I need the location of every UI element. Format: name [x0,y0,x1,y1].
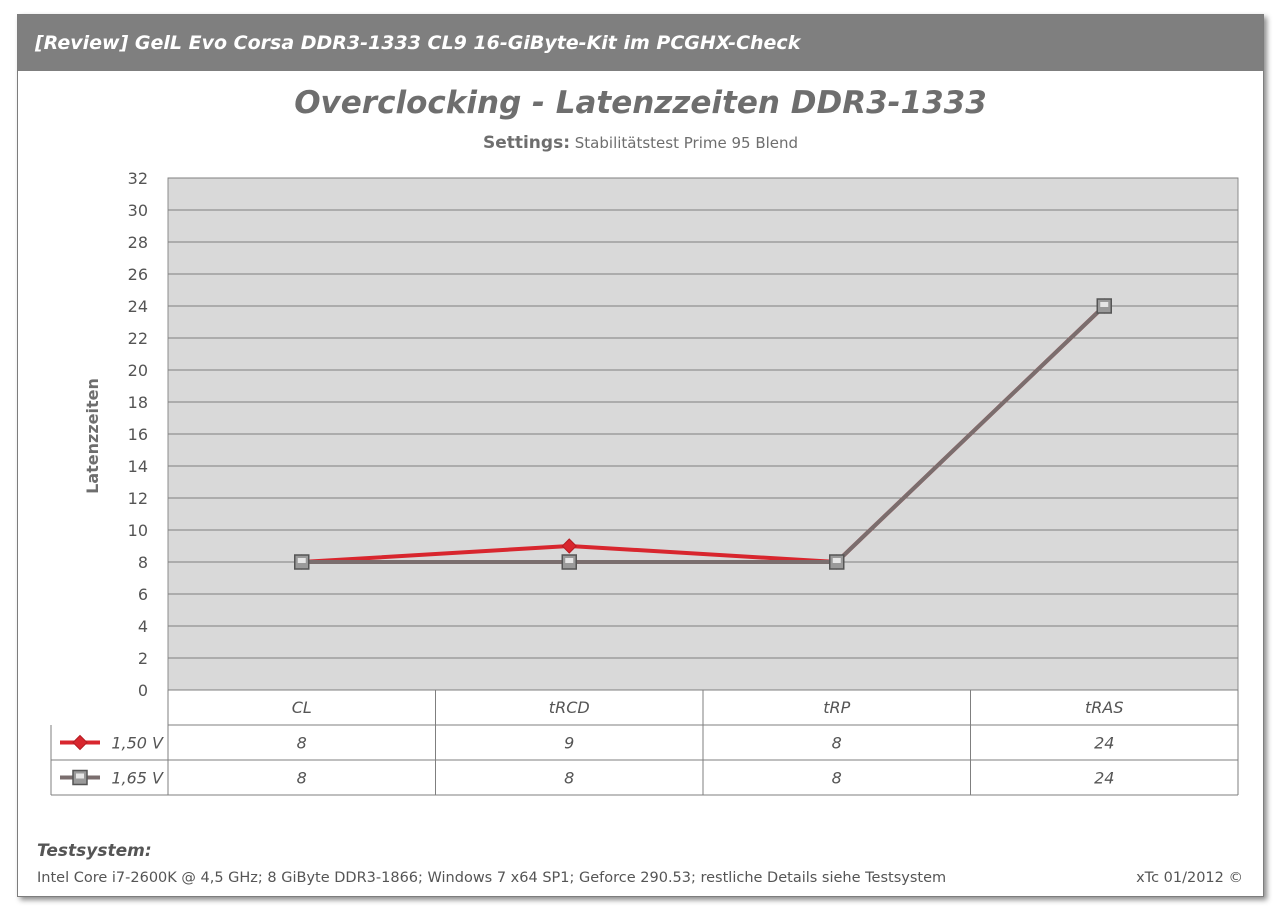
settings-label: Settings: [482,133,570,153]
legend-key-marker [72,734,88,751]
data-point-highlight [297,558,306,563]
legend-entry: 1,65 V [111,769,164,788]
y-tick-label: 32 [128,169,148,188]
table-value: 8 [832,769,842,788]
category-label: tRP [823,698,850,717]
legend-entry: 1,50 V [111,734,164,753]
chart-title: Overclocking - Latenzzeiten DDR3-1333 [294,85,987,121]
testsystem-heading: Testsystem: [37,841,152,861]
table-value: 24 [1094,769,1114,788]
chart-subtitle: Settings: Stabilitätstest Prime 95 Blend [18,133,1263,153]
y-tick-label: 24 [128,297,148,316]
line-chart: 02468101214161820222426283032Latenzzeite… [50,169,1239,796]
category-label: tRCD [549,698,590,717]
y-tick-label: 16 [128,425,148,444]
settings-text: Stabilitätstest Prime 95 Blend [574,134,799,152]
category-label: tRAS [1085,698,1124,717]
table-value: 8 [564,769,574,788]
chart-frame: [Review] GelL Evo Corsa DDR3-1333 CL9 16… [17,14,1264,897]
table-value: 24 [1094,734,1114,753]
category-label: CL [292,698,312,717]
data-point [561,538,577,554]
legend-key-marker-highlight [76,773,84,779]
y-tick-label: 2 [138,649,148,668]
table-value: 8 [297,734,307,753]
data-point-highlight [565,558,574,563]
y-tick-label: 12 [128,489,148,508]
y-tick-label: 4 [138,617,148,636]
data-point-highlight [1100,302,1109,307]
y-tick-label: 14 [128,457,148,476]
table-value: 8 [832,734,842,753]
y-tick-label: 10 [128,521,148,540]
y-tick-label: 8 [138,553,148,572]
table-value: 9 [564,734,574,753]
y-axis-label: Latenzzeiten [83,378,102,494]
data-point-highlight [832,558,841,563]
copyright: xTc 01/2012 © [1136,870,1243,886]
y-tick-label: 28 [128,233,148,252]
testsystem-details: Intel Core i7-2600K @ 4,5 GHz; 8 GiByte … [37,870,947,886]
table-value: 8 [297,769,307,788]
y-tick-label: 30 [128,201,148,220]
y-tick-label: 26 [128,265,148,284]
y-tick-label: 0 [138,681,148,700]
y-tick-label: 22 [128,329,148,348]
y-tick-label: 18 [128,393,148,412]
review-header: [Review] GelL Evo Corsa DDR3-1333 CL9 16… [18,15,1263,71]
y-tick-label: 20 [128,361,148,380]
y-tick-label: 6 [138,585,148,604]
series-line [301,304,1106,564]
